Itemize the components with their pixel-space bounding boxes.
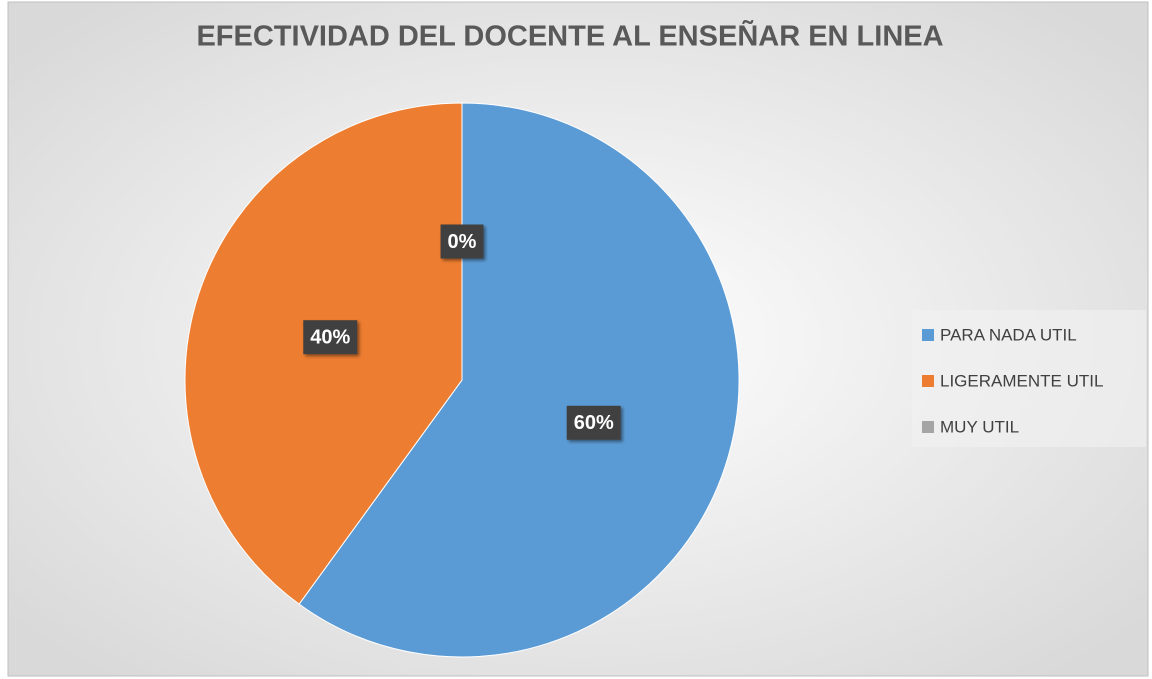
- legend-label: LIGERAMENTE UTIL: [940, 371, 1103, 390]
- legend-label: PARA NADA UTIL: [940, 325, 1077, 344]
- pie: [184, 102, 740, 658]
- chart-title: EFECTIVIDAD DEL DOCENTE AL ENSEÑAR EN LI…: [196, 19, 943, 53]
- data-label-box: [566, 405, 621, 440]
- legend: [912, 310, 1146, 447]
- pie-slice: [298, 102, 740, 658]
- data-labels: 60% 40% 0%: [303, 224, 621, 440]
- data-label: 60%: [574, 412, 614, 434]
- data-label: 0%: [448, 231, 477, 253]
- data-label: 40%: [310, 326, 350, 348]
- legend-entries: PARA NADA UTIL LIGERAMENTE UTIL MUY UTIL: [922, 325, 1103, 436]
- legend-swatch: [922, 421, 934, 433]
- legend-swatch: [922, 375, 934, 387]
- legend-swatch: [922, 329, 934, 341]
- data-label-box: [440, 224, 484, 259]
- legend-label: MUY UTIL: [940, 417, 1019, 436]
- data-label-box: [303, 320, 358, 355]
